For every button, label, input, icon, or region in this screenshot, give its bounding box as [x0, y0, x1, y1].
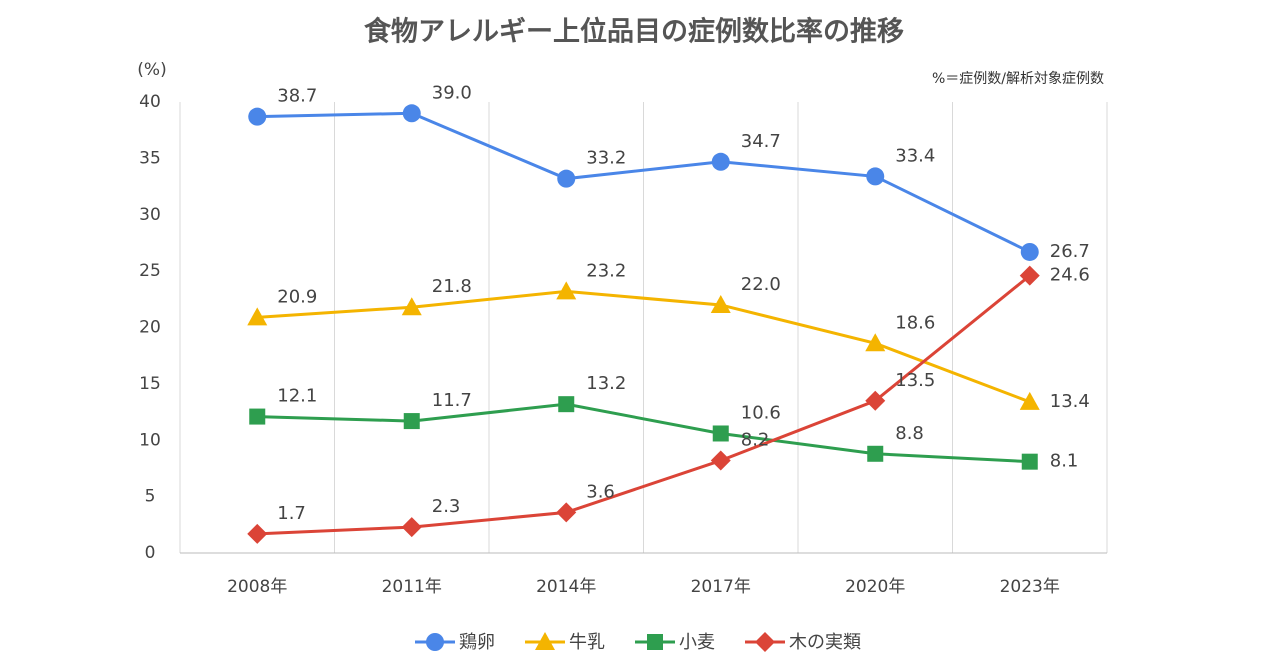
data-label: 13.5	[895, 370, 935, 391]
data-label: 33.4	[895, 145, 935, 166]
data-label: 24.6	[1050, 265, 1090, 286]
data-label: 2.3	[432, 496, 461, 517]
data-label: 26.7	[1050, 241, 1090, 262]
y-tick-label: 5	[145, 487, 156, 507]
data-label: 3.6	[586, 481, 615, 502]
point	[865, 390, 886, 411]
data-label: 18.6	[895, 312, 935, 333]
legend-label: 小麦	[679, 632, 715, 653]
point	[247, 523, 268, 544]
chart-title: 食物アレルギー上位品目の症例数比率の推移	[364, 16, 904, 48]
data-label: 39.0	[432, 82, 472, 103]
series-line	[257, 289, 1031, 404]
legend-label: 牛乳	[569, 632, 605, 653]
point	[247, 307, 268, 326]
data-label: 22.0	[741, 274, 781, 295]
data-label: 23.2	[586, 260, 626, 281]
point	[401, 297, 422, 316]
point	[556, 502, 577, 523]
data-label: 38.7	[277, 86, 317, 107]
series-line	[257, 402, 1030, 464]
x-tick-label: 2017年	[691, 577, 751, 597]
legend-marker	[535, 632, 555, 650]
y-tick-label: 35	[139, 148, 161, 168]
point	[710, 450, 731, 471]
legend-label: 鶏卵	[459, 632, 495, 653]
data-label: 12.1	[277, 386, 317, 407]
point	[558, 396, 575, 413]
point	[248, 107, 267, 126]
point	[711, 152, 730, 171]
data-label: 21.8	[432, 276, 472, 297]
x-tick-label: 2008年	[227, 577, 287, 597]
y-tick-label: 0	[145, 543, 156, 563]
data-label: 10.6	[741, 402, 781, 423]
point	[710, 294, 731, 313]
data-label: 33.2	[586, 148, 626, 169]
y-tick-label: 30	[139, 205, 161, 225]
legend-marker	[647, 634, 663, 650]
point	[402, 104, 421, 123]
point	[557, 169, 576, 188]
point	[556, 281, 577, 300]
y-tick-label: 20	[139, 318, 161, 338]
y-tick-label: 10	[139, 430, 161, 450]
point	[712, 425, 729, 442]
y-tick-label: 40	[139, 92, 161, 112]
data-label: 20.9	[277, 286, 317, 307]
y-tick-label: 25	[139, 261, 161, 281]
x-tick-label: 2011年	[382, 577, 442, 597]
legend-label: 木の実類	[789, 632, 861, 653]
data-label: 34.7	[741, 131, 781, 152]
y-axis-label: (%)	[137, 60, 166, 80]
note: %＝症例数/解析対象症例数	[932, 71, 1104, 87]
point	[1020, 242, 1039, 261]
data-label: 8.2	[741, 430, 770, 451]
y-tick-label: 15	[139, 374, 161, 394]
point	[867, 445, 884, 462]
data-label: 8.1	[1050, 451, 1079, 472]
data-label: 13.2	[586, 373, 626, 394]
x-tick-label: 2023年	[1000, 577, 1060, 597]
point	[1019, 391, 1040, 410]
x-tick-label: 2020年	[845, 577, 905, 597]
data-label: 11.7	[432, 390, 472, 411]
x-tick-label: 2014年	[536, 577, 596, 597]
point	[1021, 453, 1038, 470]
legend-marker	[426, 633, 444, 651]
point	[403, 413, 420, 430]
point	[866, 167, 885, 186]
data-label: 1.7	[277, 503, 306, 524]
point	[1019, 265, 1040, 286]
point	[249, 408, 266, 425]
point	[401, 517, 422, 538]
data-label: 8.8	[895, 423, 924, 444]
series-line	[257, 111, 1031, 254]
data-label: 13.4	[1050, 391, 1090, 412]
legend-marker	[755, 632, 775, 652]
point	[865, 333, 886, 352]
series-line	[257, 274, 1031, 536]
